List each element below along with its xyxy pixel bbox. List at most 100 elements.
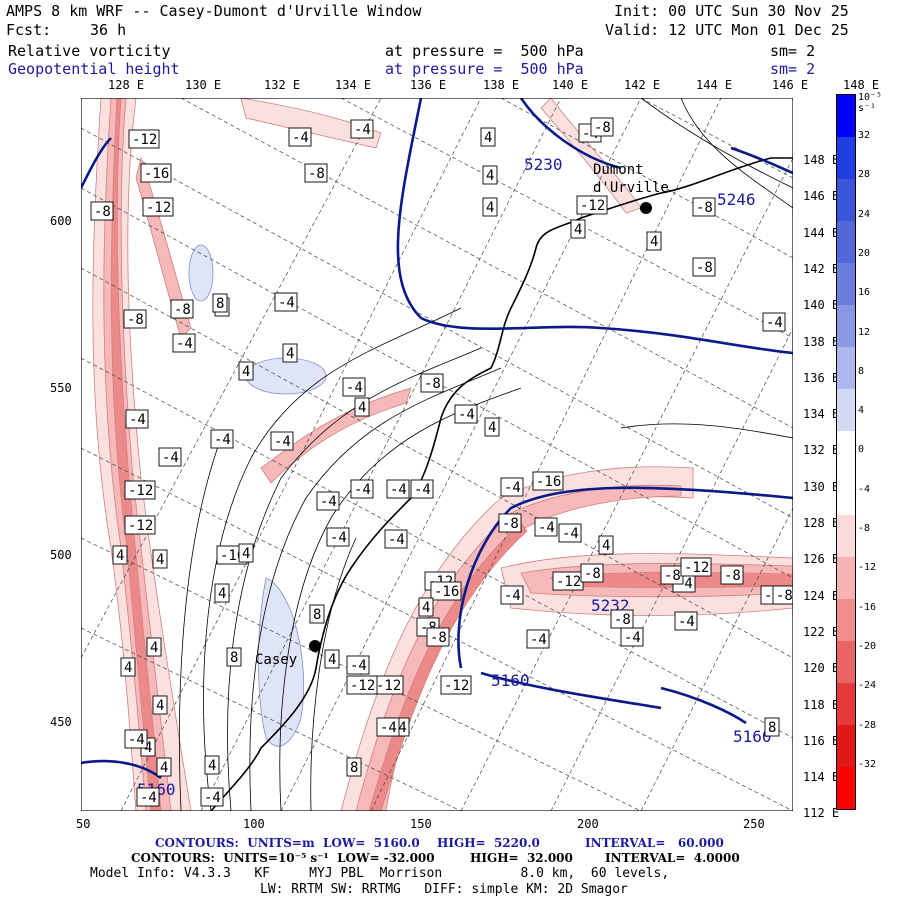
vorticity-label-text: -4	[274, 434, 291, 450]
init-time: Init: 00 UTC Sun 30 Nov 25	[614, 2, 849, 20]
vorticity-label-text: -12	[376, 678, 401, 694]
vorticity-label-text: -8	[614, 612, 631, 628]
vorticity-label: 4	[482, 165, 498, 185]
right-lon-label: 130 E	[803, 479, 840, 494]
vorticity-label-text: -8	[424, 376, 441, 392]
vorticity-label-text: -4	[292, 130, 309, 146]
vorticity-label-text: -12	[350, 678, 375, 694]
vorticity-label: -4	[376, 717, 400, 737]
vorticity-label: -8	[660, 565, 684, 585]
vorticity-label: 4	[152, 695, 168, 715]
colorbar-label: 8	[858, 365, 865, 377]
vorticity-label: -12	[440, 675, 472, 695]
vorticity-label-text: -4	[380, 720, 397, 736]
vorticity-label: -8	[590, 117, 614, 137]
vorticity-label: -4	[762, 312, 786, 332]
right-lon-label: 144 E	[803, 225, 840, 240]
vorticity-label: 8	[764, 717, 780, 737]
vorticity-label: -4	[200, 787, 224, 807]
colorbar-label: -8	[858, 523, 871, 534]
footer-line1-a: CONTOURS: UNITS=m LOW= 5160.0	[155, 836, 420, 850]
footer-line1-b: HIGH= 5220.0	[437, 836, 540, 850]
vorticity-label-text: -4	[388, 532, 405, 548]
vorticity-label: -4	[350, 119, 374, 139]
vorticity-label-text: -16	[144, 166, 169, 182]
vorticity-label-text: 4	[150, 640, 158, 656]
vorticity-label: 4	[156, 757, 172, 777]
colorbar-cell	[837, 95, 855, 137]
vorticity-label-text: 4	[218, 586, 226, 602]
vorticity-contours	[179, 98, 793, 811]
height-contour-label: 5230	[524, 155, 563, 174]
vorticity-label: -4	[454, 404, 478, 424]
vorticity-label: -4	[316, 491, 340, 511]
vorticity-label: -8	[426, 627, 450, 647]
top-lon-label: 134 E	[335, 78, 372, 92]
colorbar-label: 4	[858, 405, 865, 417]
vorticity-label-text: -4	[214, 432, 231, 448]
right-lon-label: 118 E	[803, 697, 840, 712]
x-tick-label: 100	[243, 817, 265, 831]
colorbar-label: -28	[858, 719, 877, 731]
vorticity-label-text: -12	[444, 678, 469, 694]
vorticity-label: -4	[384, 529, 408, 549]
vorticity-label: 4	[238, 361, 254, 381]
vorticity-label: -4	[620, 627, 644, 647]
colorbar-cell	[837, 641, 855, 683]
top-lon-label: 138 E	[483, 78, 520, 92]
right-lon-label: 142 E	[803, 261, 840, 276]
vorticity-label: -16	[532, 471, 564, 491]
right-lon-label: 138 E	[803, 334, 840, 349]
fcst-label: Fcst:	[6, 21, 52, 39]
colorbar-cell	[837, 599, 855, 641]
vorticity-label-text: -8	[174, 302, 191, 318]
vorticity-label: -12	[552, 571, 584, 591]
vorticity-label: -12	[124, 515, 156, 535]
vorticity-label: -12	[680, 557, 712, 577]
vorticity-label-text: -4	[504, 480, 521, 496]
vorticity-label: 4	[282, 343, 298, 363]
vorticity-label-text: -8	[664, 568, 681, 584]
colorbar-cell	[837, 179, 855, 221]
vorticity-label-text: 4	[144, 740, 152, 756]
top-lon-label: 132 E	[264, 78, 301, 92]
vorticity-label: -8	[304, 163, 328, 183]
footer-line2-b: HIGH= 32.000	[470, 851, 573, 865]
colorbar-label: 28	[858, 169, 871, 181]
vorticity-label: -4	[558, 523, 582, 543]
top-lon-label: 128 E	[108, 78, 145, 92]
vorticity-label-text: -4	[414, 482, 431, 498]
vorticity-label-text: -8	[430, 630, 447, 646]
top-lon-label: 136 E	[410, 78, 447, 92]
vorticity-label: -8	[580, 563, 604, 583]
vorticity-label-text: -12	[132, 132, 157, 148]
valid-time: Valid: 12 UTC Mon 01 Dec 25	[605, 21, 849, 39]
vorticity-label: -4	[500, 585, 524, 605]
colorbar-cell	[837, 767, 855, 809]
vorticity-label: 4	[214, 583, 230, 603]
vorticity-label-text: 8	[313, 607, 321, 623]
footer-model-info: Model Info: V4.3.3 KF MYJ PBL Morrison 8…	[90, 866, 670, 881]
vorticity-label: -8	[170, 299, 194, 319]
top-lon-label: 142 E	[624, 78, 661, 92]
vorticity-label: -4	[534, 517, 558, 537]
field1-pressure: at pressure = 500 hPa	[385, 42, 584, 60]
vorticity-label: -4	[526, 629, 550, 649]
vorticity-label-text: -4	[129, 412, 146, 428]
top-lon-label: 144 E	[696, 78, 733, 92]
vorticity-label-text: 4	[488, 420, 496, 436]
colorbar-label: 32	[858, 130, 871, 141]
vorticity-label: 8	[309, 604, 325, 624]
vorticity-label: 4	[112, 545, 128, 565]
vorticity-label: -4	[124, 729, 148, 749]
vorticity-label: -12	[346, 675, 378, 695]
vorticity-label-text: -4	[458, 407, 475, 423]
vorticity-label-text: 4	[160, 760, 168, 776]
vorticity-label: -12	[128, 129, 160, 149]
vorticity-label-text: -4	[538, 520, 555, 536]
vorticity-label-text: -12	[580, 198, 605, 214]
colorbar-cell	[837, 221, 855, 263]
vorticity-label-text: -12	[128, 518, 153, 534]
footer-line1-c: INTERVAL= 60.000	[585, 836, 724, 850]
footer-line2-c: INTERVAL= 4.0000	[605, 851, 740, 865]
